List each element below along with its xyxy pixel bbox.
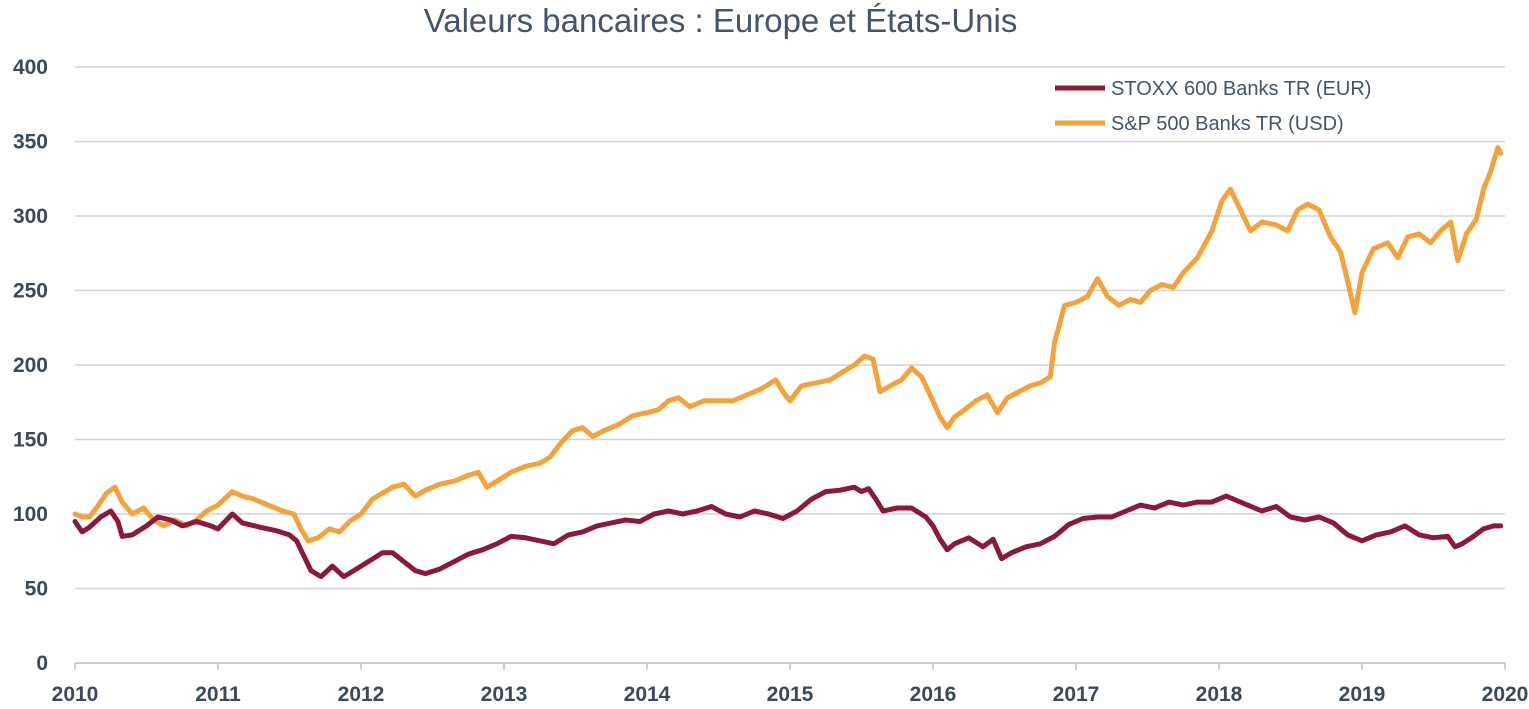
x-tick-label-2017: 2017 bbox=[1053, 683, 1100, 706]
legend-label-0: STOXX 600 Banks TR (EUR) bbox=[1111, 78, 1371, 100]
y-tick-label-100: 100 bbox=[13, 503, 48, 526]
x-tick-label-2013: 2013 bbox=[481, 683, 528, 706]
legend: STOXX 600 Banks TR (EUR) S&P 500 Banks TR… bbox=[1055, 78, 1371, 135]
y-tick-label-350: 350 bbox=[13, 131, 48, 154]
x-tick-label-2012: 2012 bbox=[338, 683, 385, 706]
y-tick-label-50: 50 bbox=[25, 578, 48, 601]
y-tick-label-200: 200 bbox=[13, 354, 48, 377]
gridlines bbox=[75, 66, 1505, 590]
x-tick-label-2020: 2020 bbox=[1482, 683, 1529, 706]
y-tick-label-300: 300 bbox=[13, 205, 48, 228]
x-tick-label-2016: 2016 bbox=[910, 683, 957, 706]
series-line-1 bbox=[72, 145, 1504, 544]
x-tick-label-2014: 2014 bbox=[624, 683, 671, 706]
x-tick-label-2011: 2011 bbox=[195, 683, 241, 706]
chart-title: Valeurs bancaires : Europe et États-Unis bbox=[423, 2, 1018, 39]
y-tick-label-400: 400 bbox=[13, 56, 48, 79]
x-tick-label-2015: 2015 bbox=[767, 683, 814, 706]
x-tick-label-2019: 2019 bbox=[1339, 683, 1386, 706]
x-tick-label-2010: 2010 bbox=[52, 683, 99, 706]
series-line-0 bbox=[72, 484, 1504, 580]
y-axis-tick-labels: 0 50 100 150 200 250 300 350 400 bbox=[13, 56, 48, 675]
x-tick-label-2018: 2018 bbox=[1196, 683, 1243, 706]
y-tick-label-150: 150 bbox=[13, 429, 48, 452]
y-tick-label-250: 250 bbox=[13, 280, 48, 303]
series-lines bbox=[72, 145, 1504, 580]
legend-label-1: S&P 500 Banks TR (USD) bbox=[1111, 113, 1344, 135]
x-axis-tick-labels: 2010 2011 2012 2013 2014 2015 2016 2017 2018 2019… bbox=[52, 683, 1529, 706]
y-tick-label-0: 0 bbox=[36, 652, 48, 675]
x-axis bbox=[74, 662, 1506, 670]
